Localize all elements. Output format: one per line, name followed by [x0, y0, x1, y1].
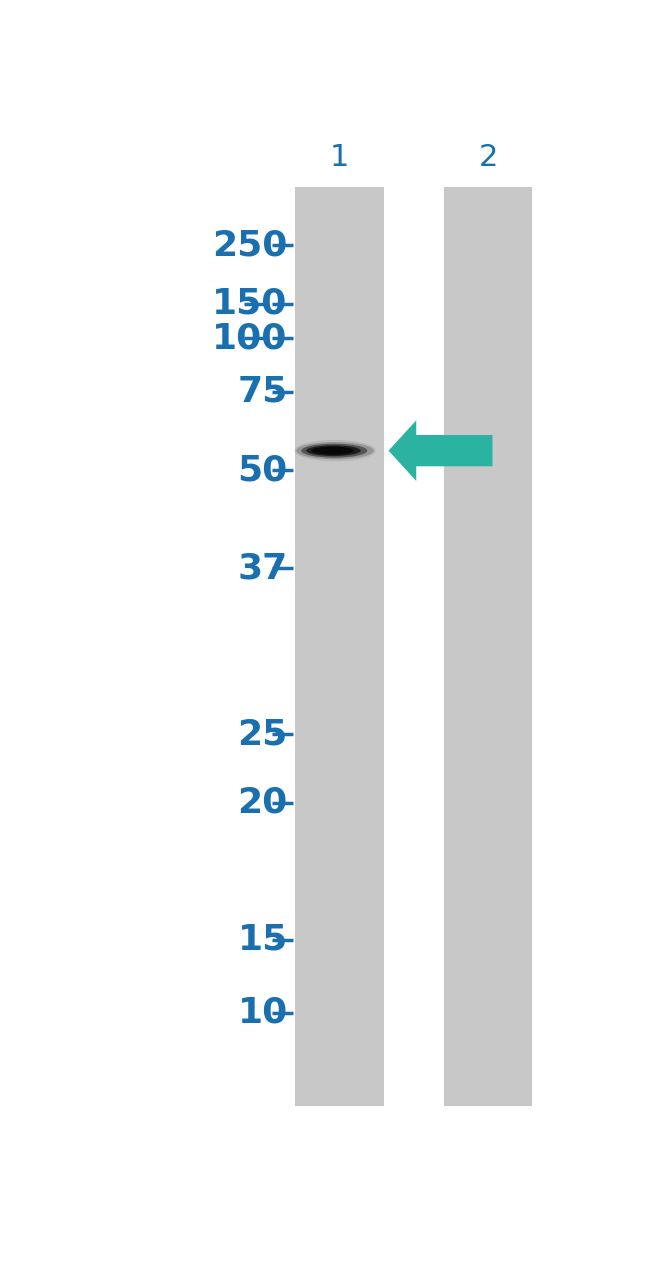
Text: 100: 100: [213, 321, 288, 356]
Bar: [444, 187, 532, 1106]
Ellipse shape: [294, 439, 376, 461]
Text: 15: 15: [237, 922, 288, 956]
FancyArrow shape: [389, 420, 493, 481]
Text: 75: 75: [237, 375, 288, 409]
Text: 1: 1: [330, 144, 349, 171]
Text: 2: 2: [478, 144, 498, 171]
Text: 37: 37: [237, 551, 288, 585]
Text: 50: 50: [237, 453, 288, 488]
Text: 20: 20: [237, 786, 288, 819]
Bar: [295, 187, 384, 1106]
Ellipse shape: [306, 446, 361, 456]
Ellipse shape: [296, 442, 374, 460]
Ellipse shape: [318, 447, 346, 453]
Ellipse shape: [301, 443, 367, 457]
Text: 250: 250: [213, 229, 288, 263]
Text: 150: 150: [213, 287, 288, 321]
Text: 25: 25: [237, 718, 288, 752]
Ellipse shape: [311, 447, 354, 455]
Text: 10: 10: [237, 996, 288, 1030]
